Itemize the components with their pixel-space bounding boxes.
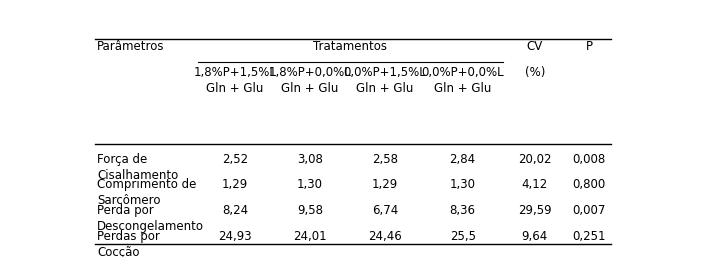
Text: 29,59: 29,59 — [518, 204, 551, 217]
Text: 24,93: 24,93 — [218, 230, 252, 243]
Text: 1,29: 1,29 — [372, 178, 398, 191]
Text: 1,30: 1,30 — [297, 178, 323, 191]
Text: 24,46: 24,46 — [368, 230, 402, 243]
Text: CV: CV — [527, 40, 543, 53]
Text: 2,84: 2,84 — [450, 153, 475, 166]
Text: Comprimento de
Sarcômero: Comprimento de Sarcômero — [97, 178, 197, 207]
Text: 1,8%P+0,0%L
Gln + Glu: 1,8%P+0,0%L Gln + Glu — [268, 67, 352, 95]
Text: 0,0%P+1,5%L
Gln + Glu: 0,0%P+1,5%L Gln + Glu — [344, 67, 426, 95]
Text: (%): (%) — [525, 67, 545, 79]
Text: 2,58: 2,58 — [372, 153, 398, 166]
Text: 9,64: 9,64 — [522, 230, 548, 243]
Text: 0,0%P+0,0%L
Gln + Glu: 0,0%P+0,0%L Gln + Glu — [421, 67, 504, 95]
Text: 0,008: 0,008 — [572, 153, 606, 166]
Text: Força de
Cisalhamento: Força de Cisalhamento — [97, 153, 178, 181]
Text: Perdas por
Cocção: Perdas por Cocção — [97, 230, 160, 257]
Text: 2,52: 2,52 — [222, 153, 248, 166]
Text: 3,08: 3,08 — [297, 153, 323, 166]
Text: 8,24: 8,24 — [222, 204, 248, 217]
Text: 9,58: 9,58 — [297, 204, 323, 217]
Text: 1,30: 1,30 — [450, 178, 475, 191]
Text: Parâmetros: Parâmetros — [97, 40, 165, 53]
Text: 1,29: 1,29 — [222, 178, 248, 191]
Text: 0,251: 0,251 — [572, 230, 606, 243]
Text: 1,8%P+1,5%L
Gln + Glu: 1,8%P+1,5%L Gln + Glu — [194, 67, 276, 95]
Text: 6,74: 6,74 — [372, 204, 398, 217]
Text: 8,36: 8,36 — [450, 204, 475, 217]
Text: Perda por
Descongelamento: Perda por Descongelamento — [97, 204, 204, 233]
Text: 24,01: 24,01 — [294, 230, 327, 243]
Text: 4,12: 4,12 — [522, 178, 548, 191]
Text: 0,007: 0,007 — [572, 204, 606, 217]
Text: 20,02: 20,02 — [518, 153, 551, 166]
Text: 0,800: 0,800 — [572, 178, 606, 191]
Text: Tratamentos: Tratamentos — [314, 40, 387, 53]
Text: P: P — [586, 40, 592, 53]
Text: 25,5: 25,5 — [450, 230, 475, 243]
